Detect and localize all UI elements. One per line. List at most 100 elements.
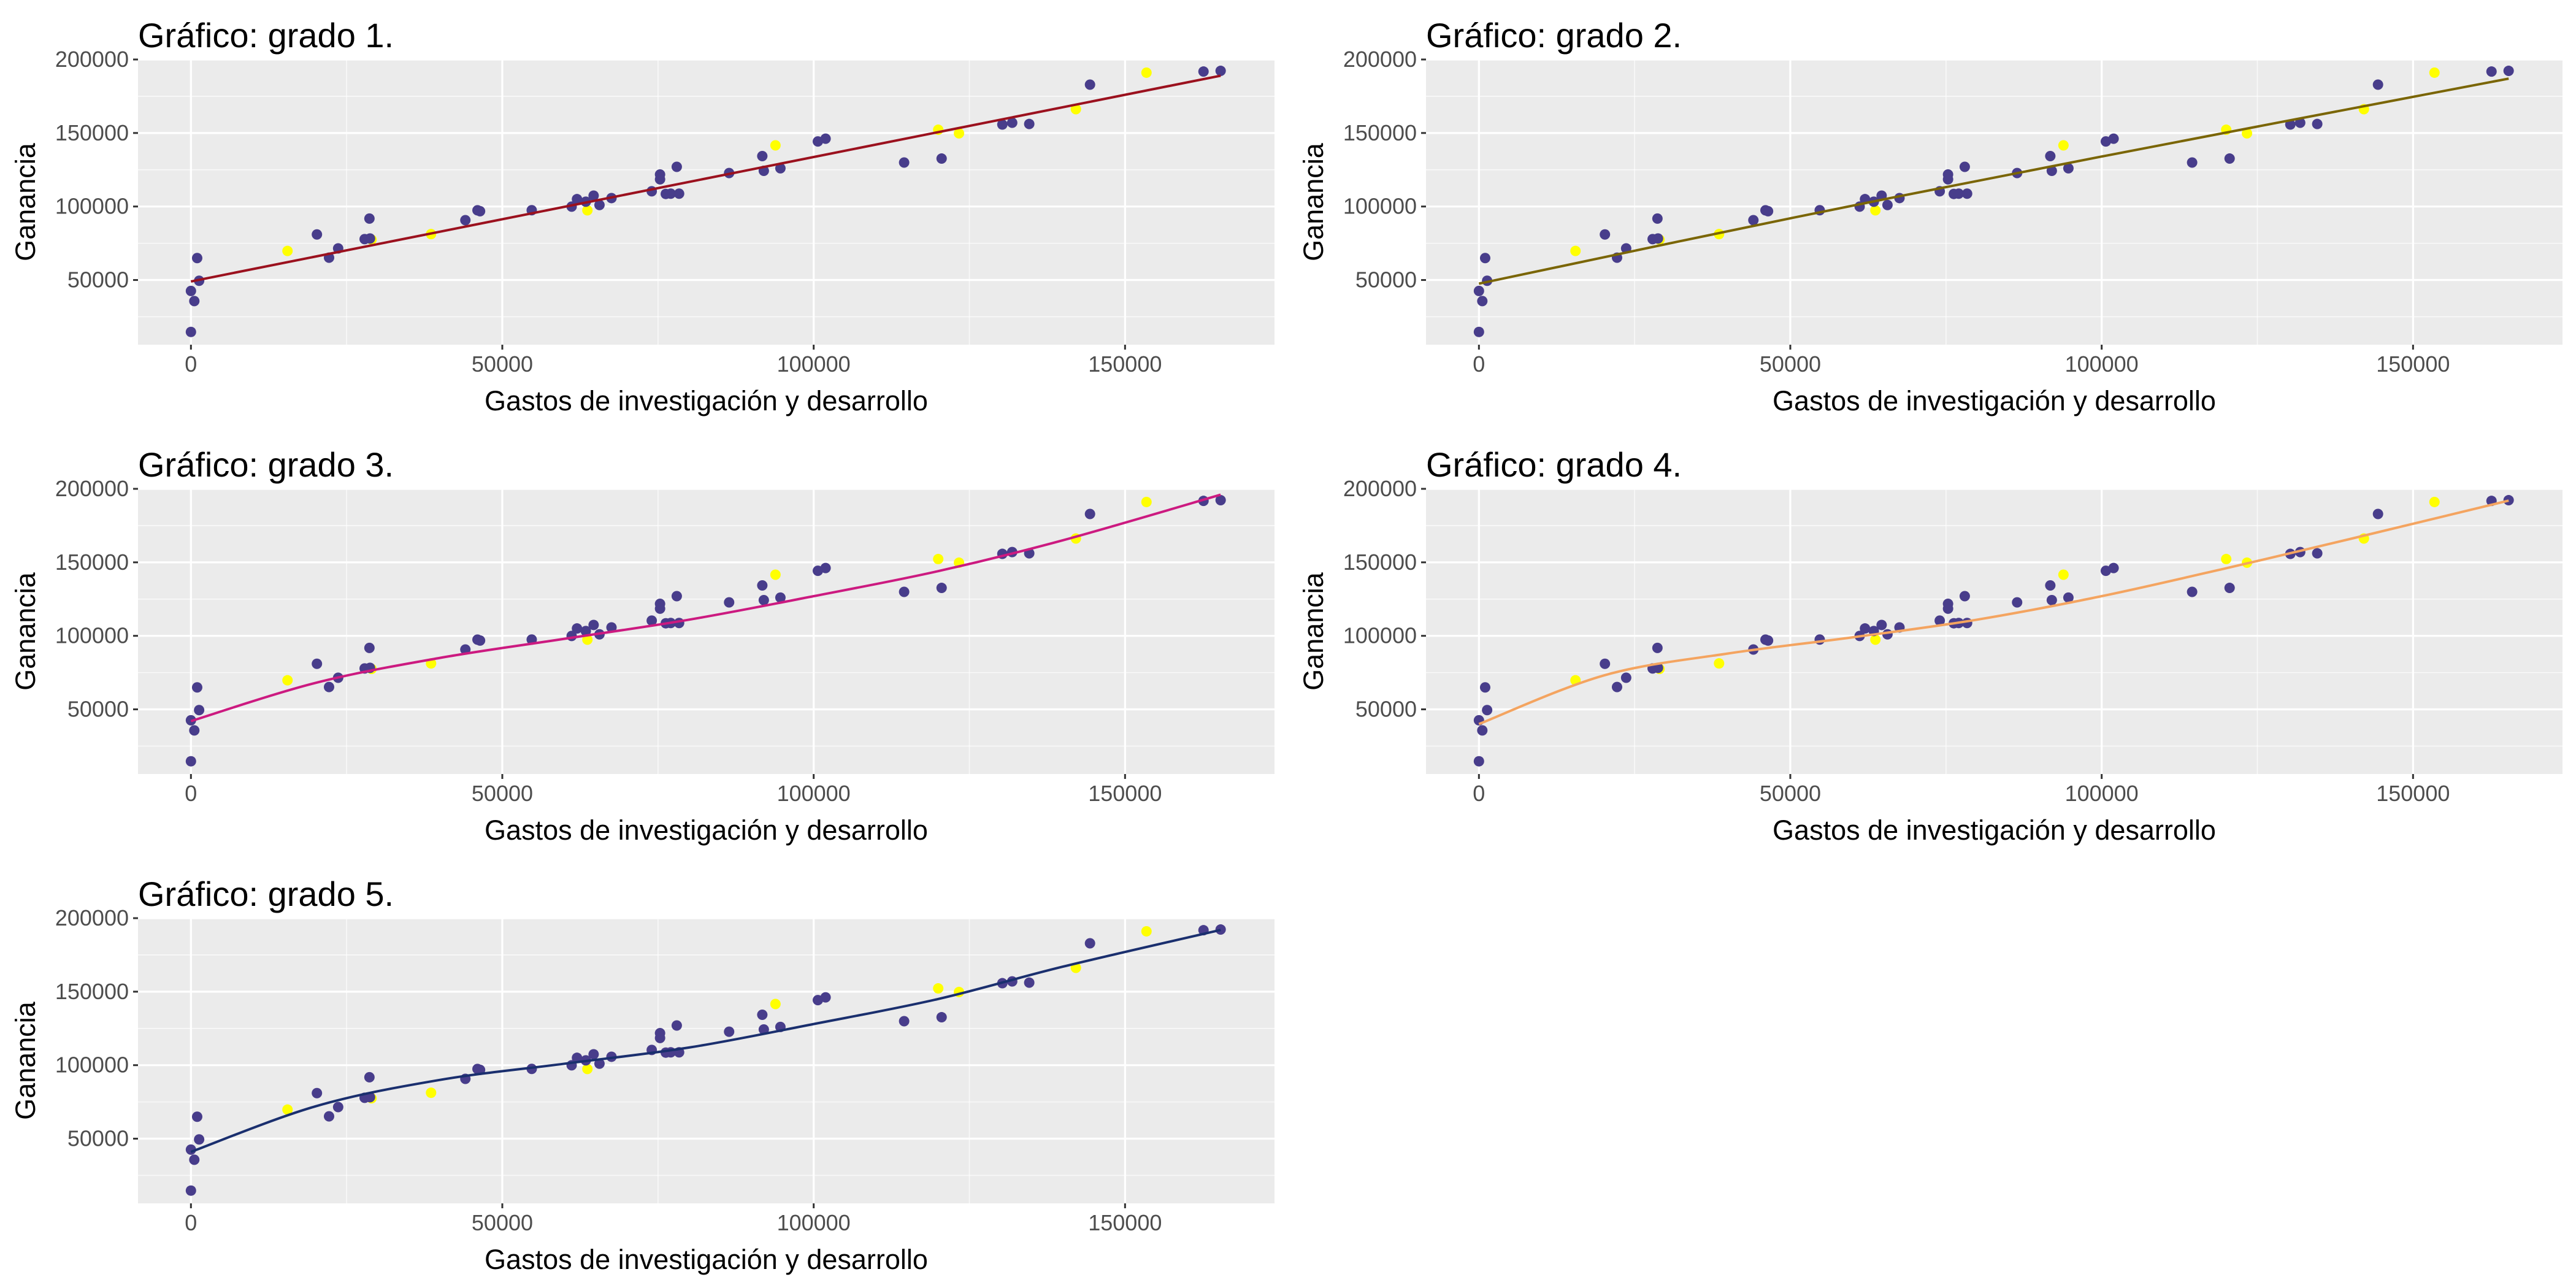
train-point <box>1482 705 1493 716</box>
test-point <box>282 245 293 256</box>
train-point <box>332 1102 343 1113</box>
train-point <box>2486 66 2497 77</box>
train-point <box>1882 199 1893 210</box>
x-tick-label: 50000 <box>472 1210 533 1235</box>
x-tick-label: 0 <box>185 1210 197 1235</box>
minor-gridlines <box>1426 59 2563 345</box>
x-axis-label: Gastos de investigación y desarrollo <box>1773 385 2216 416</box>
train-point <box>185 285 196 296</box>
test-point <box>582 634 593 645</box>
train-point <box>812 565 823 577</box>
panel-title: Gráfico: grado 3. <box>138 445 394 484</box>
train-point <box>2312 118 2323 129</box>
train-point <box>654 603 665 614</box>
test-point <box>2429 67 2440 78</box>
train-point <box>1600 229 1611 240</box>
y-tick-label: 200000 <box>1343 47 1417 72</box>
train-point <box>1477 296 1488 307</box>
train-point <box>189 725 200 736</box>
train-point <box>2046 595 2057 606</box>
train-point <box>323 681 334 692</box>
x-axis-label: Gastos de investigación y desarrollo <box>485 1244 928 1275</box>
y-axis-label: Ganancia <box>10 1001 41 1120</box>
chart-panel-5: 0 50000 100000 150000 50000 100000 150000 20000… <box>10 875 1275 1275</box>
train-point <box>1942 603 1953 614</box>
train-point <box>2187 157 2198 168</box>
test-point <box>933 554 944 565</box>
train-point <box>594 1058 605 1069</box>
test-point <box>770 140 781 151</box>
y-tick-label: 50000 <box>67 267 129 293</box>
train-point <box>936 583 947 594</box>
train-point <box>2224 153 2235 164</box>
train-point <box>580 626 591 637</box>
train-point <box>2372 79 2383 90</box>
x-tick-label: 50000 <box>472 351 533 377</box>
x-tick-label: 100000 <box>2065 351 2139 377</box>
test-point <box>1141 67 1152 78</box>
train-point <box>1876 619 1887 631</box>
panel-title: Gráfico: grado 1. <box>138 16 394 55</box>
train-point <box>775 163 786 174</box>
test-point <box>2429 496 2440 507</box>
train-point <box>899 157 910 168</box>
y-tick-label: 100000 <box>55 194 129 219</box>
test-point <box>582 205 593 216</box>
panel-background <box>138 918 1275 1203</box>
train-point <box>194 705 205 716</box>
fit-line <box>190 929 1221 1153</box>
y-tick-label: 100000 <box>55 623 129 648</box>
train-point <box>1600 658 1611 669</box>
train-point <box>1748 215 1759 226</box>
train-point <box>1024 977 1035 988</box>
train-point <box>1006 117 1018 128</box>
x-tick-label: 50000 <box>472 781 533 806</box>
train-point <box>758 1024 769 1035</box>
train-point <box>671 161 682 172</box>
test-point <box>1870 634 1881 645</box>
train-point <box>2224 583 2235 594</box>
test-point <box>2058 140 2069 151</box>
train-point <box>1024 118 1035 129</box>
train-point <box>724 597 735 608</box>
train-point <box>646 615 657 626</box>
x-tick-label: 50000 <box>1760 781 1821 806</box>
y-tick-label: 150000 <box>55 550 129 575</box>
train-point <box>2046 166 2057 177</box>
test-point <box>2058 569 2069 580</box>
train-point <box>1620 672 1631 683</box>
train-point <box>1652 213 1663 224</box>
train-point <box>2372 508 2383 519</box>
panel-background <box>138 489 1275 774</box>
panel-background <box>1426 489 2563 774</box>
train-point <box>1763 635 1774 646</box>
train-point <box>475 205 486 217</box>
train-point <box>1652 642 1663 653</box>
chart-panel-2: 0 50000 100000 150000 50000 100000 150000 20000… <box>1298 16 2563 416</box>
minor-gridlines <box>138 918 1275 1203</box>
train-point <box>1215 495 1226 506</box>
panel-title: Gráfico: grado 2. <box>1426 16 1682 55</box>
train-point <box>588 1049 599 1060</box>
train-point <box>475 635 486 646</box>
x-tick-label: 150000 <box>2376 351 2450 377</box>
train-point <box>936 1012 947 1023</box>
chart-panel-4: 0 50000 100000 150000 50000 100000 150000 20000… <box>1298 445 2563 846</box>
y-axis-label: Ganancia <box>1298 142 1329 261</box>
train-point <box>364 213 375 224</box>
train-point <box>312 229 323 240</box>
train-point <box>312 1087 323 1098</box>
y-tick-label: 50000 <box>1355 267 1417 293</box>
train-point <box>936 153 947 164</box>
train-point <box>588 619 599 631</box>
train-point <box>2012 597 2023 608</box>
train-point <box>1479 253 1490 264</box>
chart-panel-1: 0 50000 100000 150000 50000 100000 150000 20000… <box>10 16 1275 416</box>
x-tick-label: 150000 <box>1088 781 1162 806</box>
train-point <box>594 199 605 210</box>
train-point <box>724 1026 735 1037</box>
train-point <box>1763 205 1774 217</box>
train-point <box>191 1111 202 1122</box>
train-point <box>2503 66 2514 77</box>
data-points <box>185 924 1226 1196</box>
